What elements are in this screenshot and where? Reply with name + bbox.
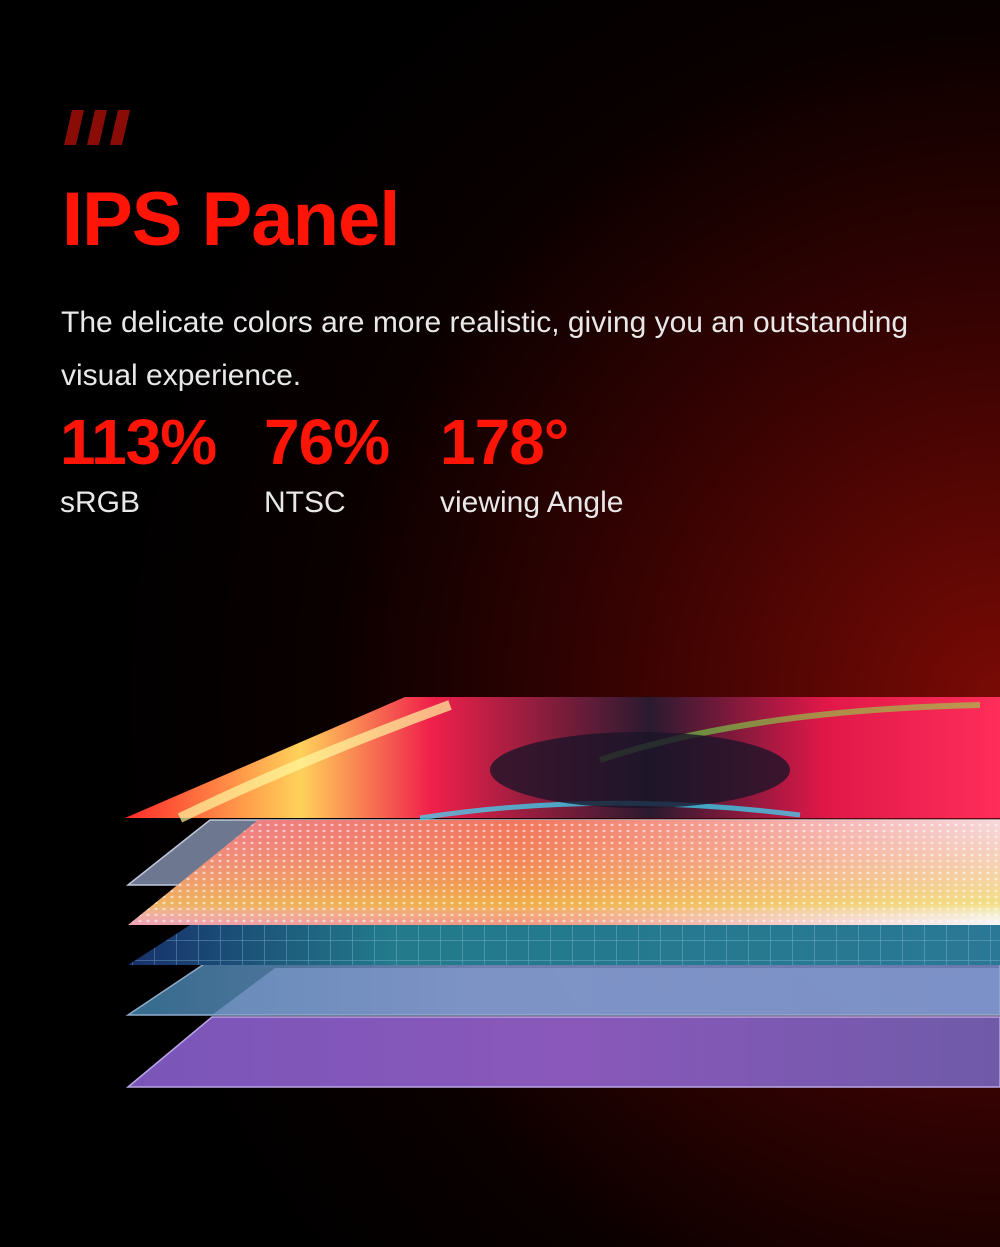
stat-ntsc: 76% NTSC: [264, 404, 390, 520]
stat-value: 178°: [440, 406, 569, 478]
layer-diffuser-top: [212, 968, 1000, 1015]
stat-value: 76%: [264, 406, 390, 478]
stat-srgb: 113% sRGB: [60, 404, 217, 520]
layer-backlight: [125, 1016, 1000, 1088]
description: The delicate colors are more realistic, …: [61, 306, 909, 392]
stat-label: sRGB: [60, 486, 141, 519]
stat-value: 113%: [60, 406, 217, 478]
stat-viewing-angle: 178° viewing Angle: [440, 404, 623, 520]
stat-label: NTSC: [264, 486, 346, 519]
triple-slash-icon: [64, 110, 130, 145]
page-title: IPS Panel: [62, 177, 400, 262]
stat-label: viewing Angle: [440, 486, 624, 519]
